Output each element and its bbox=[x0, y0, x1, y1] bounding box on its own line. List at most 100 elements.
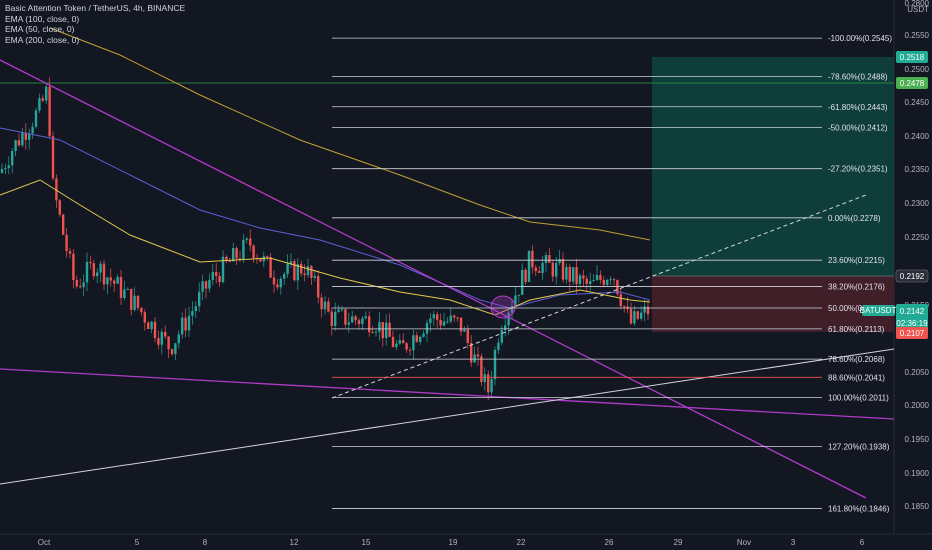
candle-body bbox=[595, 275, 599, 280]
candle-body bbox=[351, 316, 354, 323]
candle-body bbox=[143, 312, 146, 323]
candle-body bbox=[616, 280, 619, 295]
candle-body bbox=[459, 317, 463, 332]
candle-body bbox=[153, 321, 157, 339]
candle-body bbox=[395, 343, 398, 348]
candle-body bbox=[204, 281, 208, 289]
candle-body bbox=[507, 312, 510, 326]
candle-body bbox=[55, 178, 58, 201]
candle-body bbox=[34, 110, 38, 127]
loss-zone[interactable] bbox=[652, 276, 894, 332]
candle-body bbox=[177, 334, 180, 344]
price-tick-label: 0.2250 bbox=[905, 233, 930, 242]
candle-body bbox=[422, 333, 425, 337]
candle-body bbox=[524, 269, 527, 282]
candle-body bbox=[391, 336, 395, 348]
candle-body bbox=[21, 132, 24, 146]
svg-text:0.2192: 0.2192 bbox=[900, 272, 925, 281]
candle-body bbox=[17, 140, 21, 146]
candle-body bbox=[378, 322, 381, 332]
candle-body bbox=[245, 238, 248, 240]
time-tick-label: 8 bbox=[203, 538, 208, 547]
candle-body bbox=[296, 264, 299, 281]
candle-body bbox=[24, 132, 27, 140]
candle-body bbox=[72, 253, 75, 280]
ascending-support-line[interactable] bbox=[0, 348, 895, 485]
symbol-title[interactable]: Basic Attention Token / TetherUS, 4h, BI… bbox=[5, 3, 186, 13]
candle-body bbox=[514, 295, 517, 307]
time-tick-label: 15 bbox=[362, 538, 371, 547]
candle-body bbox=[544, 255, 548, 263]
candle-body bbox=[548, 255, 551, 263]
candle-body bbox=[218, 275, 221, 283]
ema-50-label[interactable]: EMA (50, close, 0) bbox=[5, 24, 75, 34]
candle-body bbox=[38, 98, 41, 111]
candle-body bbox=[405, 343, 408, 350]
candle-body bbox=[249, 238, 252, 246]
candle-body bbox=[181, 317, 184, 335]
candle-body bbox=[92, 263, 95, 277]
candle-body bbox=[419, 336, 422, 342]
candle-body bbox=[466, 329, 469, 343]
candle-body bbox=[473, 354, 476, 363]
candle-body bbox=[371, 332, 374, 334]
candle-body bbox=[538, 271, 541, 273]
price-tick-label: 0.1950 bbox=[905, 435, 930, 444]
candle-body bbox=[449, 315, 452, 322]
candle-body bbox=[565, 266, 568, 280]
candle-body bbox=[123, 289, 126, 298]
candle-body bbox=[198, 291, 201, 307]
candle-body bbox=[385, 322, 388, 339]
candle-body bbox=[7, 165, 10, 169]
candle-body bbox=[306, 266, 310, 276]
lower-channel-line[interactable] bbox=[0, 368, 895, 420]
candle-body bbox=[585, 278, 588, 284]
candle-body bbox=[130, 288, 133, 310]
fib-level-label: -100.00%(0.2545) bbox=[828, 34, 892, 43]
candle-body bbox=[578, 275, 582, 284]
ema-200-label[interactable]: EMA (200, close, 0) bbox=[5, 34, 80, 45]
candle-body bbox=[646, 306, 650, 315]
fibonacci-retracement[interactable]: -100.00%(0.2545) -78.60%(0.2488) -61.80%(0… bbox=[332, 34, 892, 514]
candle-body bbox=[167, 336, 170, 350]
candle-body bbox=[48, 86, 51, 137]
candle-body bbox=[75, 279, 78, 287]
candle-body bbox=[374, 331, 378, 333]
take-profit-badge: 0.2518 bbox=[896, 51, 928, 63]
price-tick-label: 0.2000 bbox=[905, 401, 930, 410]
svg-text:0.2107: 0.2107 bbox=[900, 329, 925, 338]
candle-body bbox=[238, 258, 242, 260]
candle-body bbox=[310, 266, 313, 278]
candle-body bbox=[82, 282, 85, 288]
candle-body bbox=[79, 286, 82, 288]
candle-body bbox=[483, 374, 486, 382]
time-tick-label: 5 bbox=[135, 538, 140, 547]
candle-body bbox=[517, 294, 520, 296]
candle-body bbox=[357, 320, 361, 325]
svg-text:0.2518: 0.2518 bbox=[900, 53, 925, 62]
candle-body bbox=[102, 263, 106, 285]
fib-level-label: 50.00%(0.2144) bbox=[828, 304, 885, 313]
candle-body bbox=[534, 267, 537, 272]
candle-body bbox=[555, 262, 558, 277]
candle-body bbox=[269, 257, 272, 278]
candle-body bbox=[599, 275, 602, 280]
fib-anchor-dashed-line[interactable] bbox=[331, 194, 867, 399]
ema-100-label[interactable]: EMA (100, close, 0) bbox=[5, 13, 80, 24]
ema-100-line bbox=[0, 127, 651, 309]
candle-body bbox=[113, 280, 116, 284]
price-tick-label: 0.2550 bbox=[905, 31, 930, 40]
candle-body bbox=[629, 308, 633, 324]
candle-body bbox=[623, 306, 626, 308]
candle-body bbox=[361, 318, 364, 325]
profit-zone[interactable] bbox=[652, 57, 894, 276]
time-tick-label: 29 bbox=[674, 538, 683, 547]
svg-text:BATUSDT: BATUSDT bbox=[860, 306, 897, 315]
candle-body bbox=[415, 335, 418, 342]
candle-body bbox=[439, 319, 442, 326]
candle-body bbox=[286, 263, 289, 275]
candle-body bbox=[354, 316, 357, 321]
candle-body bbox=[317, 275, 320, 298]
descending-trendline[interactable] bbox=[0, 59, 867, 499]
